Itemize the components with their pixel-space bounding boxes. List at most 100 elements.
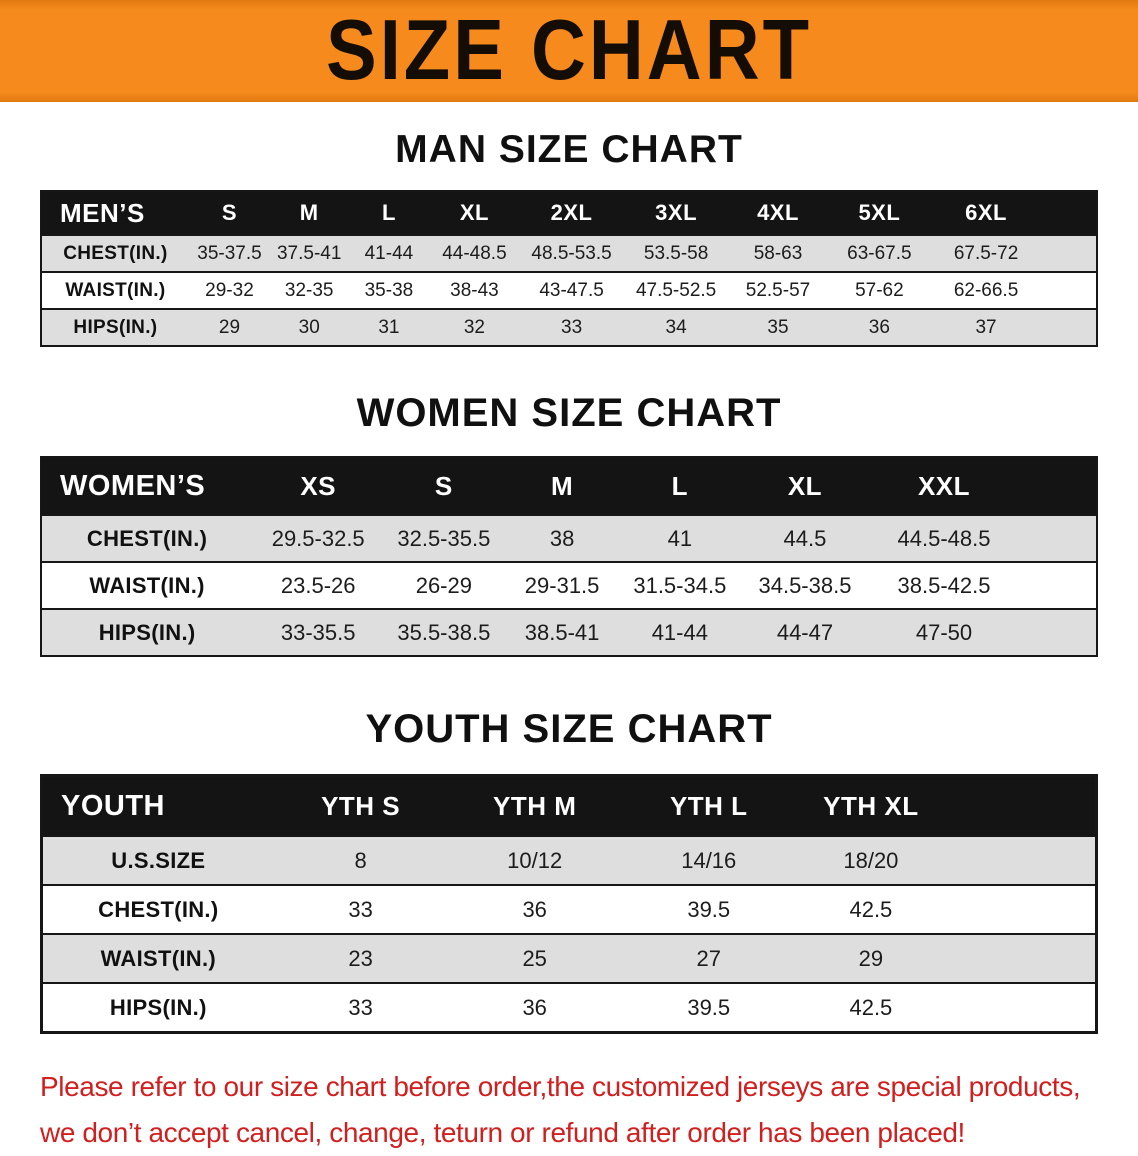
table-title-cell: MEN’S [41,191,189,235]
youth-section: YOUTH SIZE CHART YOUTH YTH S YTH M YTH L YTH… [0,707,1138,1034]
measurement-row: HIPS(IN.) 33 36 39.5 42.5 [41,983,1097,1033]
value-cell: 29-31.5 [524,572,600,598]
size-column-header: M [270,191,349,235]
size-column-header: 3XL [623,191,729,235]
value-cell: 14/16 [681,847,737,873]
value-cell: 43-47.5 [539,279,604,301]
row-label-cell: HIPS(IN.) [73,316,158,338]
size-column-header: S [384,457,504,515]
size-column-header: YTH XL [795,775,1097,836]
value-cell: 44.5-48.5 [897,525,991,551]
size-column-header: L [348,191,430,235]
value-cell: 32.5-35.5 [397,525,491,551]
value-cell: 42.5 [849,994,893,1020]
value-cell: 25 [522,945,547,971]
value-cell: 62-66.5 [953,279,1019,301]
value-cell: 38-43 [450,279,499,301]
value-cell: 39.5 [687,994,731,1020]
value-cell: 31.5-34.5 [633,572,727,598]
row-label-cell: CHEST(IN.) [98,896,219,922]
size-chart-content: MAN SIZE CHART MEN’S S M L XL 2XL 3XL 4XL 5XL 6XL… [0,128,1138,1156]
value-cell: 35-38 [364,279,414,301]
value-cell: 10/12 [507,847,563,873]
value-cell: 33 [348,896,373,922]
value-cell: 36 [868,316,890,338]
value-cell: 32 [463,316,485,338]
size-column-header: XS [252,457,385,515]
page-title: SIZE CHART [326,2,812,99]
value-cell: 29 [218,316,241,338]
row-label-cell: CHEST(IN.) [86,525,208,551]
value-cell: 31 [378,316,400,338]
value-cell: 26-29 [415,572,472,598]
size-column-header: 6XL [931,191,1097,235]
size-column-header: 2XL [519,191,624,235]
row-label-cell: HIPS(IN.) [109,994,207,1020]
measurement-row: HIPS(IN.) 29 30 31 32 33 34 35 36 37 [41,309,1097,346]
row-label-cell: WAIST(IN.) [65,279,166,301]
measurement-row: WAIST(IN.) 23 25 27 29 [41,934,1097,983]
value-cell: 32-35 [284,279,334,301]
row-label-cell: WAIST(IN.) [100,945,217,971]
table-title-cell: WOMEN’S [41,457,253,515]
value-cell: 36 [522,994,547,1020]
value-cell: 33 [561,316,583,338]
women-section-heading: WOMEN SIZE CHART [356,391,782,435]
value-cell: 38 [549,525,575,551]
row-label-cell: CHEST(IN.) [63,242,168,264]
value-cell: 35.5-38.5 [397,619,491,645]
value-cell: 52.5-57 [745,279,811,301]
men-size-table: MEN’S S M L XL 2XL 3XL 4XL 5XL 6XL CHEST(IN.) 35-37… [40,190,1098,347]
value-cell: 39.5 [687,896,731,922]
row-label-cell: WAIST(IN.) [89,572,205,598]
size-column-header: S [188,191,271,235]
size-column-header: YTH L [621,775,796,836]
value-cell: 33-35.5 [280,619,356,645]
value-cell: 18/20 [843,847,899,873]
value-cell: 44.5 [783,525,827,551]
measurement-row: WAIST(IN.) 23.5-26 26-29 29-31.5 31.5-34.5 34… [41,562,1097,609]
size-column-header: YTH M [447,775,622,836]
value-cell: 33 [348,994,373,1020]
value-cell: 30 [298,316,320,338]
value-cell: 44-48.5 [442,242,507,264]
measurement-row: WAIST(IN.) 29-32 32-35 35-38 38-43 43-47.5 47.… [41,272,1097,309]
size-column-header: XL [429,191,520,235]
row-label-cell: HIPS(IN.) [98,619,196,645]
value-cell: 37 [975,316,997,338]
table-title-cell: YOUTH [41,775,274,836]
youth-size-table: YOUTH YTH S YTH M YTH L YTH XL U.S.SIZE 8 10/12… [40,774,1098,1034]
header-row: YOUTH YTH S YTH M YTH L YTH XL [41,775,1097,836]
value-cell: 57-62 [855,279,904,301]
women-size-table: WOMEN’S XS S M L XL XXL CHEST(IN.) 29.5-32.5 32.5… [40,456,1098,657]
value-cell: 34 [665,316,687,338]
size-column-header: L [620,457,739,515]
value-cell: 63-67.5 [847,242,912,264]
men-section: MAN SIZE CHART MEN’S S M L XL 2XL 3XL 4XL 5XL 6XL… [0,128,1138,347]
measurement-row: CHEST(IN.) 29.5-32.5 32.5-35.5 38 41 44.5 44.5… [41,515,1097,562]
disclaimer: Please refer to our size chart before or… [40,1064,1120,1156]
size-column-header: M [503,457,621,515]
measurement-row: HIPS(IN.) 33-35.5 35.5-38.5 38.5-41 41-44 44-… [41,609,1097,656]
value-cell: 36 [522,896,547,922]
value-cell: 58-63 [753,242,803,264]
disclaimer-line-2: we don’t accept cancel, change, teturn o… [40,1117,965,1148]
measurement-row: CHEST(IN.) 35-37.5 37.5-41 41-44 44-48.5 48.5… [41,235,1097,272]
value-cell: 35 [767,316,789,338]
measurement-row: U.S.SIZE 8 10/12 14/16 18/20 [41,836,1097,885]
header-row: MEN’S S M L XL 2XL 3XL 4XL 5XL 6XL [41,191,1097,235]
size-column-header: 4XL [728,191,828,235]
youth-section-heading: YOUTH SIZE CHART [365,707,773,751]
value-cell: 44-47 [776,619,834,645]
women-section: WOMEN SIZE CHART WOMEN’S XS S M L XL XXL CHEST(… [0,391,1138,657]
value-cell: 34.5-38.5 [758,572,852,598]
men-section-heading: MAN SIZE CHART [395,128,743,171]
disclaimer-line-1: Please refer to our size chart before or… [40,1071,1081,1102]
value-cell: 29 [858,945,884,971]
header-row: WOMEN’S XS S M L XL XXL [41,457,1097,515]
value-cell: 42.5 [849,896,893,922]
row-label-cell: U.S.SIZE [111,847,206,873]
banner: SIZE CHART [0,0,1138,102]
value-cell: 41-44 [651,619,708,645]
size-column-header: XXL [870,457,1097,515]
